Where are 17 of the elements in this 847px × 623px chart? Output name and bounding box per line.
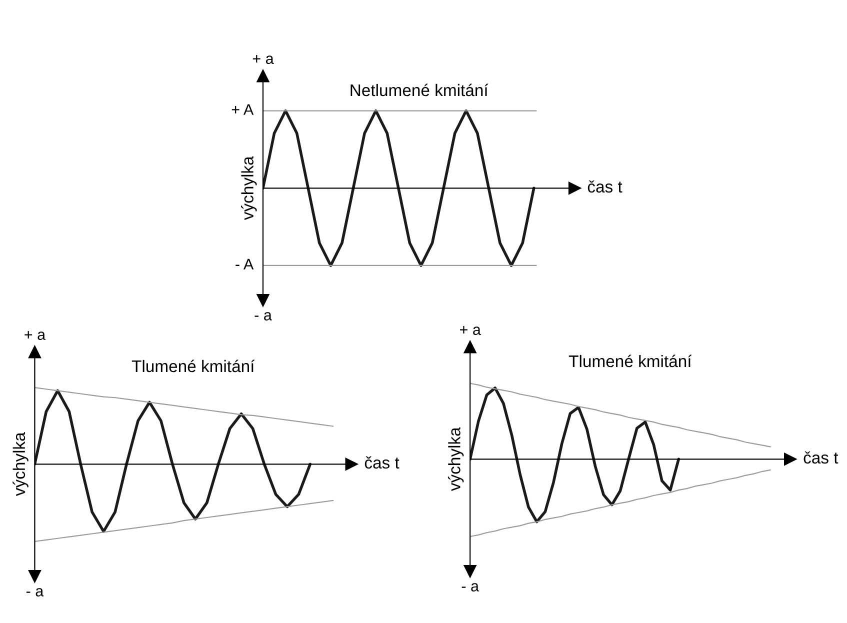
text: + a — [460, 326, 481, 336]
x-axis-title: čas t — [804, 451, 838, 464]
ref-line-label: - A — [236, 258, 254, 270]
y-axis-title: výchylka — [448, 427, 464, 492]
text: - a — [462, 583, 479, 592]
chart-title: Tlumené kmitání — [568, 354, 692, 368]
text: - a — [254, 312, 272, 320]
y-axis-title: výchylka — [12, 432, 28, 496]
text: - a — [26, 588, 44, 596]
y-axis-title: výchylka — [241, 156, 257, 220]
ref-line-label: + A — [232, 104, 254, 115]
x-axis-title: čas t — [364, 456, 400, 469]
text: + a — [252, 55, 274, 64]
text: + a — [24, 331, 46, 340]
chart-title: Tlumené kmitání — [132, 360, 255, 372]
chart-title: Netlumené kmitání — [350, 84, 488, 96]
x-axis-title: čas t — [588, 180, 622, 193]
